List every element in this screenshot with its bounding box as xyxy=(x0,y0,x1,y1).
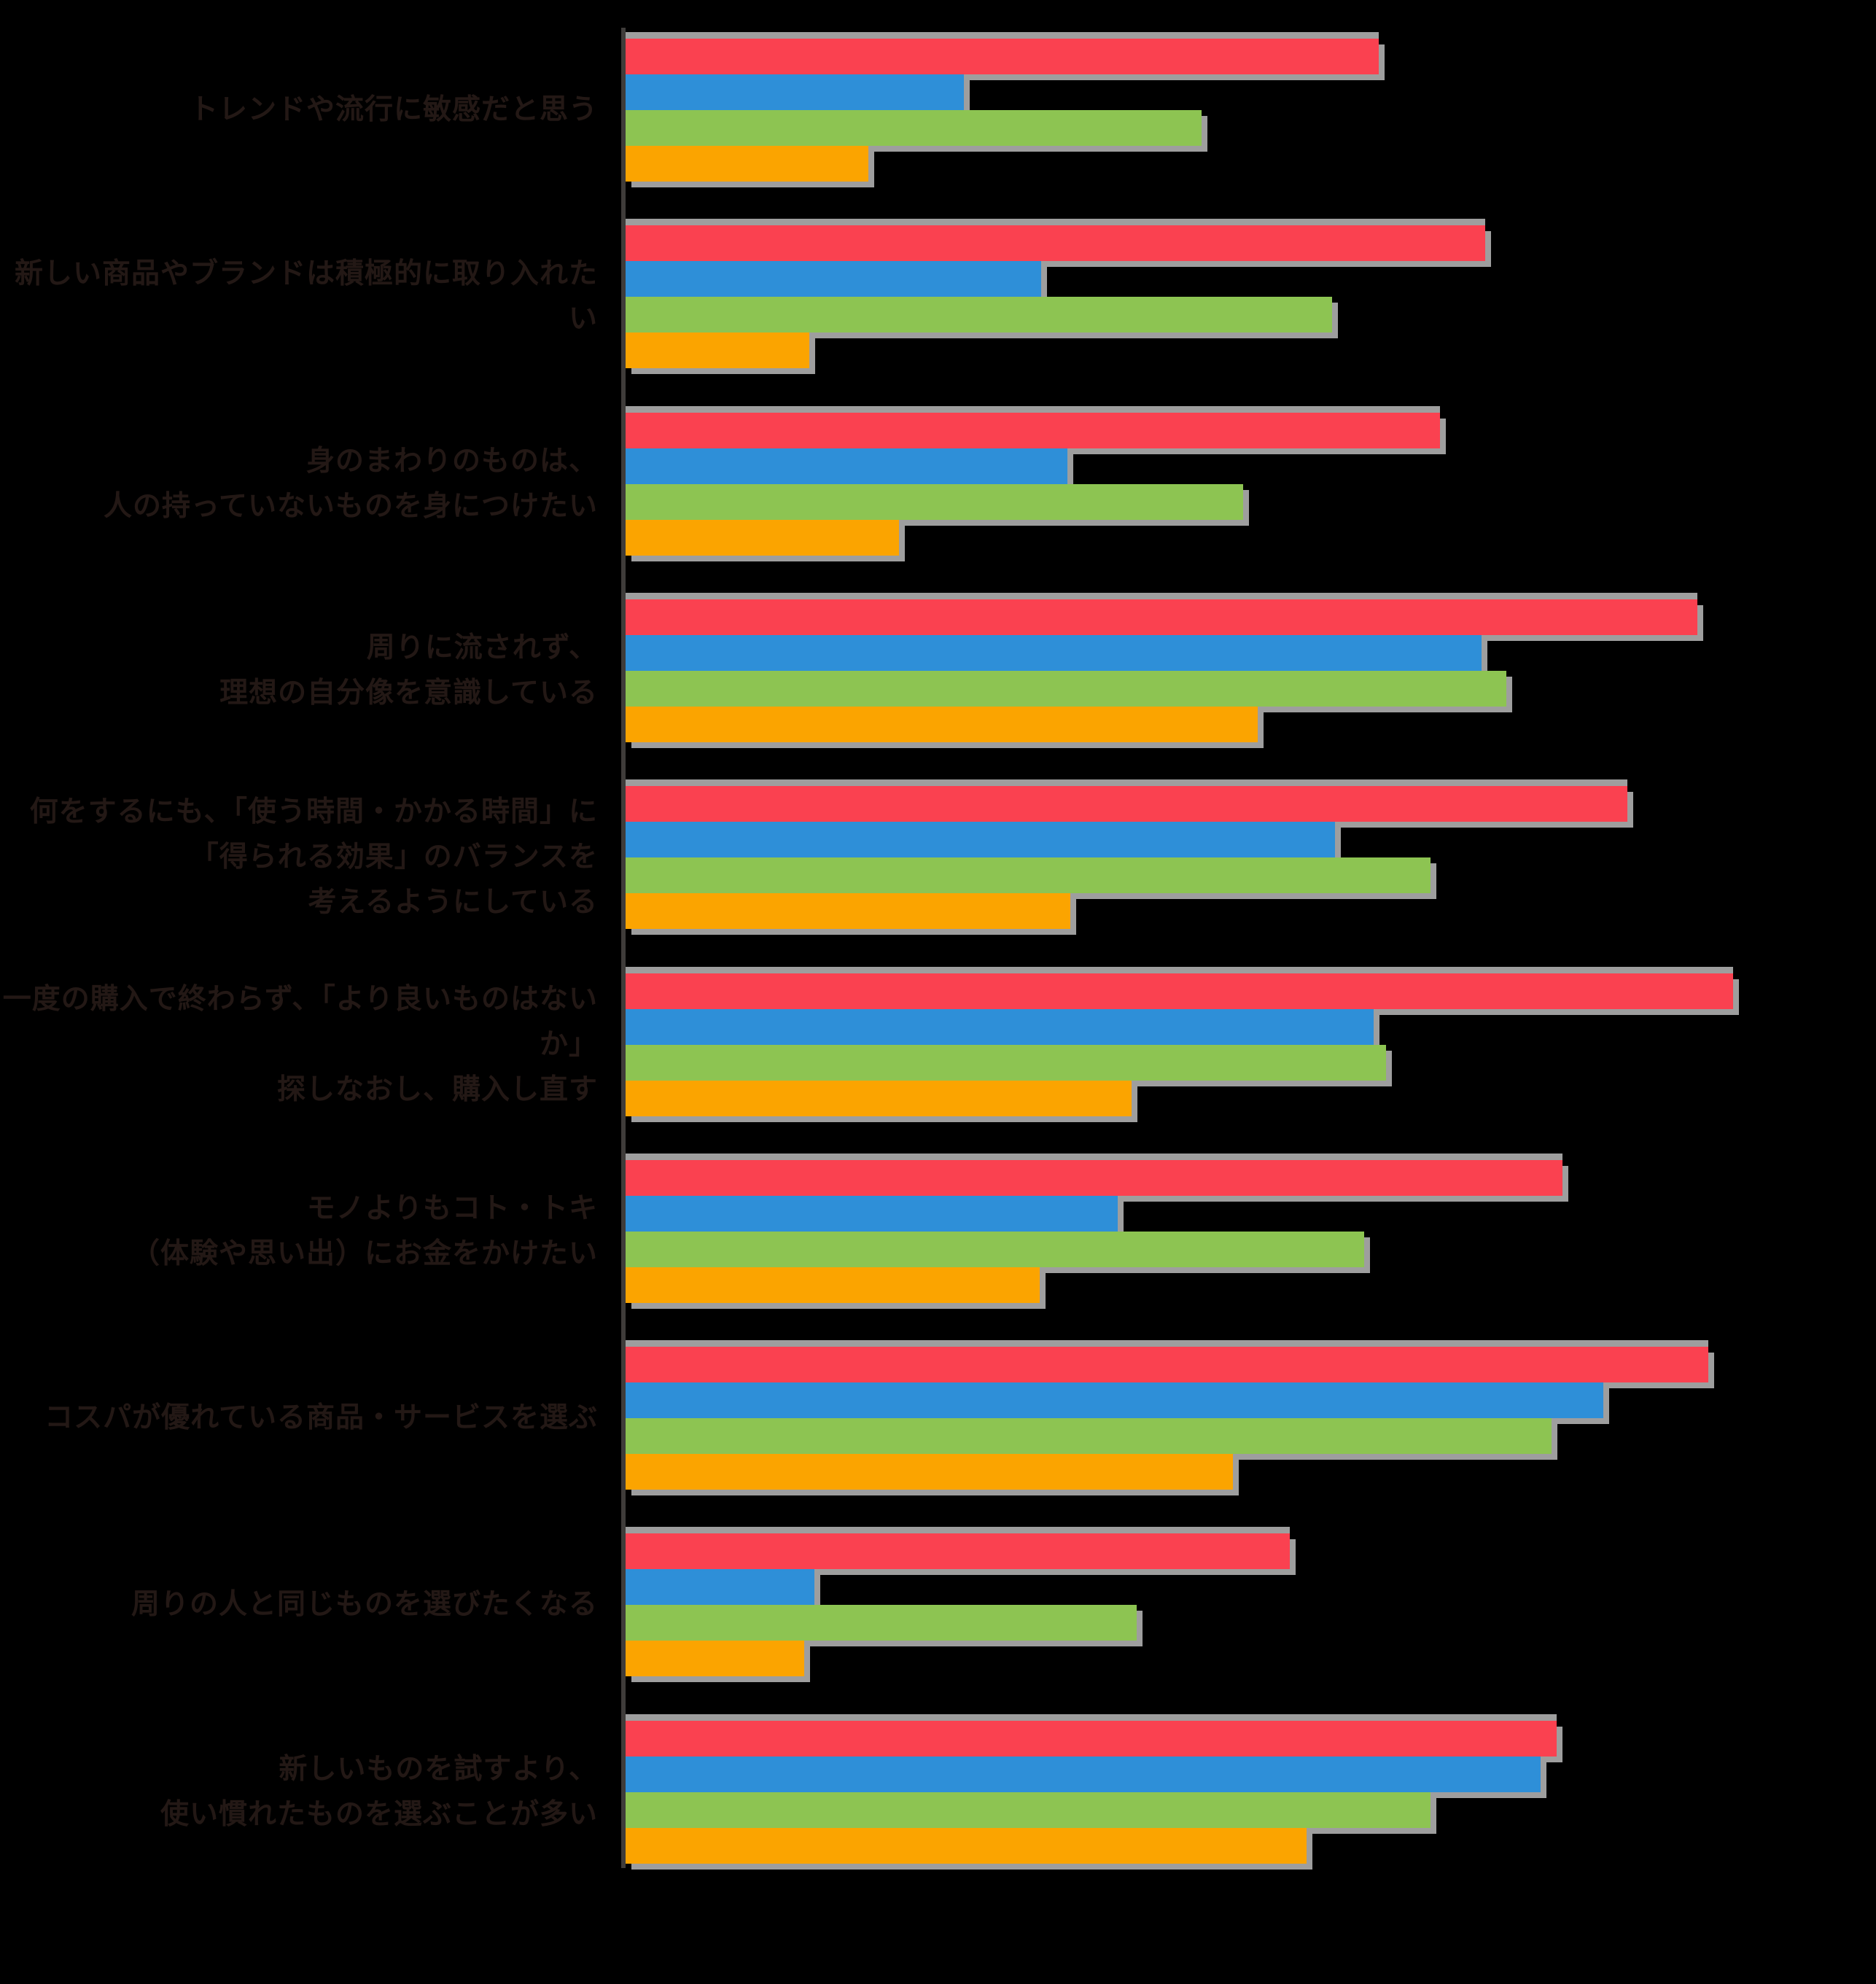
bar-orange xyxy=(626,893,1070,930)
bar-orange xyxy=(626,706,1258,742)
category-label: モノよりもコト・トキ （体験や思い出）にお金をかけたい xyxy=(131,1192,598,1269)
bar-blue xyxy=(626,1195,1118,1232)
bar-group xyxy=(626,1720,1850,1864)
bar-red xyxy=(626,973,1733,1009)
category-label: 周りに流されず、 理想の自分像を意識している xyxy=(219,631,598,709)
bar-green xyxy=(626,670,1506,707)
bar-blue xyxy=(626,74,964,110)
bar-orange xyxy=(626,1080,1132,1116)
bar-blue xyxy=(626,1756,1541,1792)
chart-row: トレンドや流行に敏感だと思う xyxy=(0,39,1876,182)
bar-group xyxy=(626,786,1850,930)
bar-green xyxy=(626,483,1243,520)
bar-green xyxy=(626,1418,1552,1455)
chart-row: コスパが優れている商品・サービスを選ぶ xyxy=(0,1347,1876,1490)
bar-orange xyxy=(626,1641,805,1677)
chart-row: 一度の購入で終わらず、「より良いものはないか」 探しなおし、購入し直す xyxy=(0,973,1876,1116)
chart-row: モノよりもコト・トキ （体験や思い出）にお金をかけたい xyxy=(0,1159,1876,1303)
bar-blue xyxy=(626,448,1068,484)
bar-red xyxy=(626,1533,1290,1570)
category-label: 何をするにも、「使う時間・かかる時間」に 「得られる効果」のバランスを 考えるよ… xyxy=(29,796,598,919)
bar-green xyxy=(626,1605,1137,1641)
y-axis-line xyxy=(621,28,626,1868)
bar-group xyxy=(626,1533,1850,1677)
bar-blue xyxy=(626,1569,814,1606)
bar-group xyxy=(626,973,1850,1116)
bar-orange xyxy=(626,146,868,182)
chart-row: 新しい商品やブランドは積極的に取り入れたい xyxy=(0,225,1876,369)
bar-orange xyxy=(626,519,899,556)
bar-red xyxy=(626,1347,1709,1383)
bar-green xyxy=(626,857,1431,894)
category-label: 一度の購入で終わらず、「より良いものはないか」 探しなおし、購入し直す xyxy=(2,983,598,1105)
chart-row: 何をするにも、「使う時間・かかる時間」に 「得られる効果」のバランスを 考えるよ… xyxy=(0,786,1876,930)
bar-green xyxy=(626,110,1202,146)
chart-row: 新しいものを試すより、 使い慣れたものを選ぶことが多い xyxy=(0,1720,1876,1864)
bar-blue xyxy=(626,1008,1374,1045)
category-label: トレンドや流行に敏感だと思う xyxy=(189,94,598,125)
bar-red xyxy=(626,412,1441,448)
bar-orange xyxy=(626,1267,1040,1303)
bar-orange xyxy=(626,1454,1234,1490)
category-label: 新しい商品やブランドは積極的に取り入れたい xyxy=(14,258,598,335)
bar-blue xyxy=(626,1382,1603,1419)
category-label: 周りの人と同じものを選びたくなる xyxy=(131,1589,598,1621)
bar-red xyxy=(626,786,1628,822)
bar-red xyxy=(626,1159,1563,1196)
bar-red xyxy=(626,599,1697,635)
bar-group xyxy=(626,412,1850,556)
bar-red xyxy=(626,225,1486,262)
chart-row: 身のまわりのものは、 人の持っていないものを身につけたい xyxy=(0,412,1876,556)
bar-group xyxy=(626,1347,1850,1490)
bar-blue xyxy=(626,634,1482,671)
bar-green xyxy=(626,1231,1365,1267)
bar-group xyxy=(626,39,1850,182)
bar-orange xyxy=(626,332,809,369)
bar-group xyxy=(626,599,1850,742)
bar-group xyxy=(626,1159,1850,1303)
chart-row: 周りの人と同じものを選びたくなる xyxy=(0,1533,1876,1677)
bar-blue xyxy=(626,822,1335,858)
category-label: コスパが優れている商品・サービスを選ぶ xyxy=(44,1402,598,1434)
bar-red xyxy=(626,1720,1557,1757)
bar-group xyxy=(626,225,1850,369)
bar-green xyxy=(626,1044,1387,1081)
bar-blue xyxy=(626,261,1041,297)
category-label: 新しいものを試すより、 使い慣れたものを選ぶことが多い xyxy=(160,1753,598,1830)
bar-red xyxy=(626,39,1379,74)
bar-orange xyxy=(626,1827,1307,1864)
category-label: 身のまわりのものは、 人の持っていないものを身につけたい xyxy=(103,445,598,522)
chart-row: 周りに流されず、 理想の自分像を意識している xyxy=(0,599,1876,742)
bar-green xyxy=(626,297,1333,333)
bar-green xyxy=(626,1792,1431,1828)
